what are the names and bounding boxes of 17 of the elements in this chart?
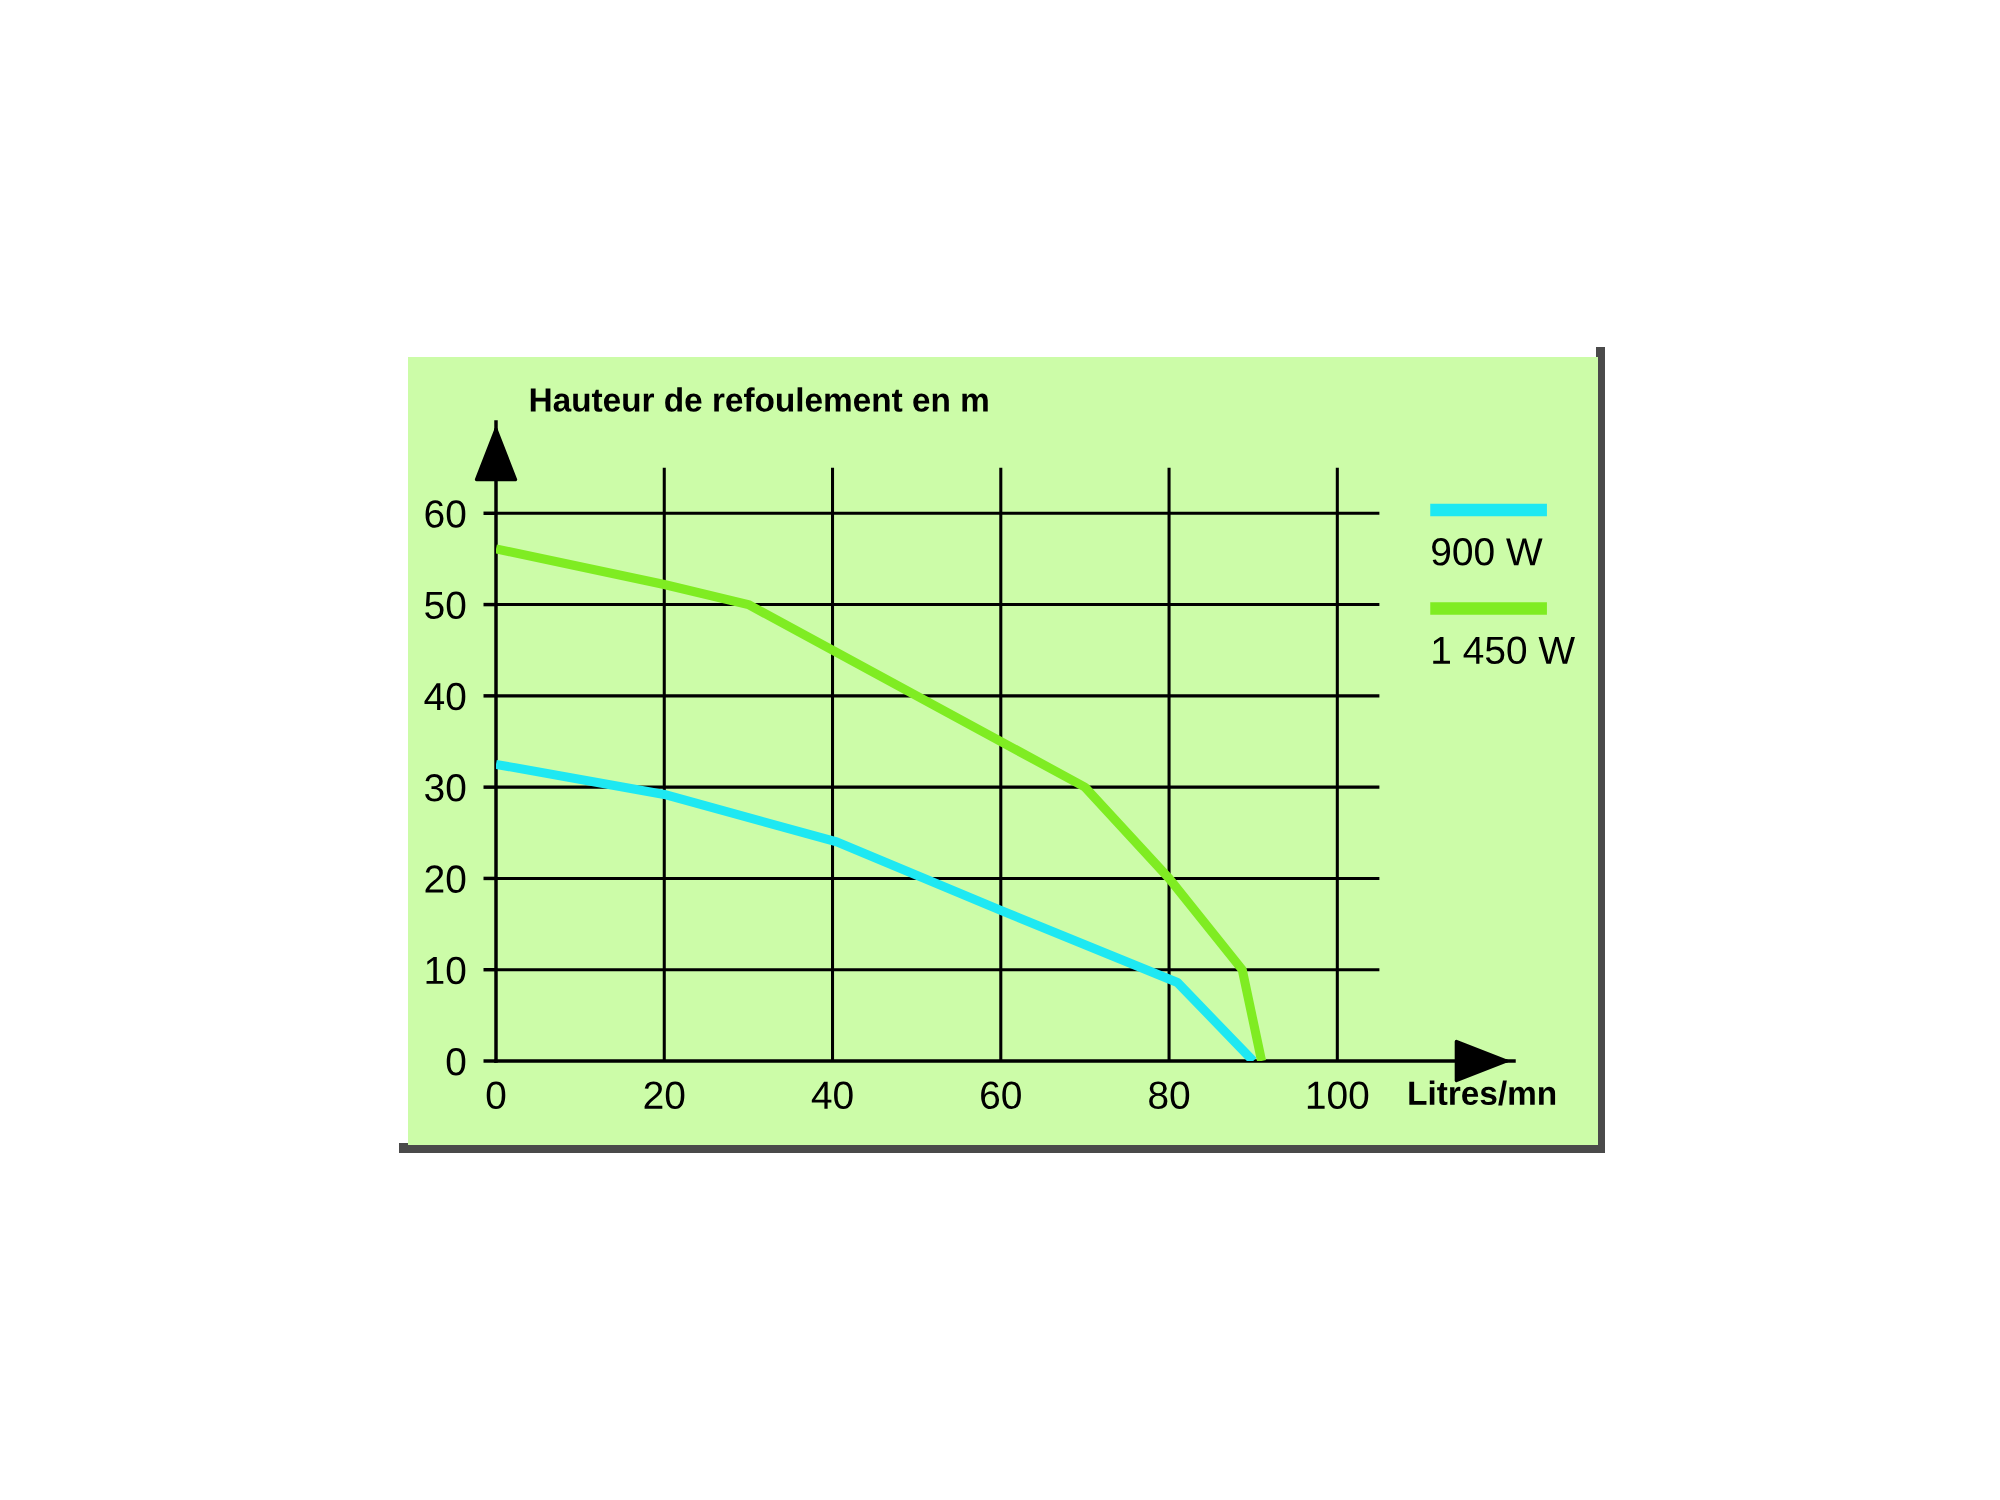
x-tick-label: 40 (811, 1081, 853, 1110)
x-axis-title: Litres/mn (1409, 1080, 1556, 1106)
y-tick-label: 50 (425, 591, 466, 620)
y-tick-label: 0 (446, 1047, 466, 1076)
x-tick-label: 0 (486, 1081, 506, 1110)
x-tick-label: 60 (981, 1081, 1021, 1110)
x-tick-label: 20 (644, 1081, 685, 1110)
legend-label: 1 450 W (1433, 636, 1575, 665)
x-tick-label: 80 (1149, 1081, 1190, 1110)
y-tick-label: 10 (426, 956, 466, 985)
y-tick-label: 40 (424, 682, 466, 711)
legend-label: 900 W (1432, 538, 1543, 566)
y-tick-label: 30 (425, 774, 466, 802)
y-axis-title: Hauteur de refoulement en m (530, 387, 988, 412)
x-tick-label: 100 (1307, 1081, 1369, 1110)
y-tick-label: 60 (425, 500, 466, 528)
y-tick-label: 20 (425, 865, 466, 893)
